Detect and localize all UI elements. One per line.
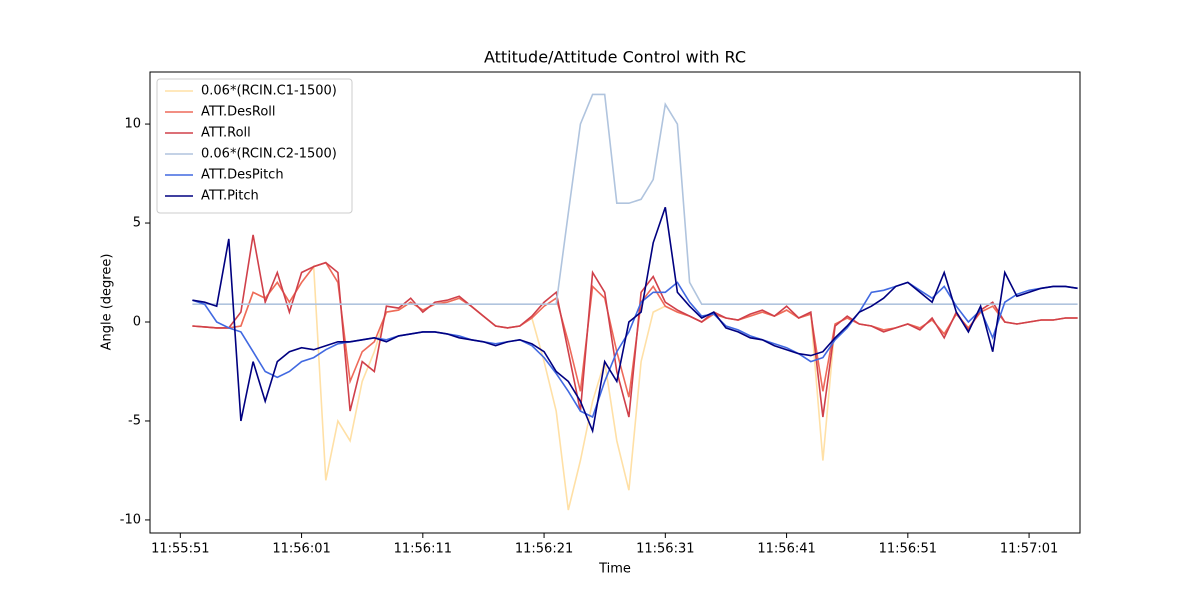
x-tick-label: 11:55:51 <box>151 542 209 557</box>
legend-label: 0.06*(RCIN.C2-1500) <box>201 147 337 162</box>
legend-label: ATT.DesPitch <box>201 168 284 183</box>
y-tick-label: 5 <box>133 216 141 231</box>
x-tick-label: 11:56:21 <box>515 542 573 557</box>
plot-frame <box>149 71 1081 534</box>
y-axis-label: Angle (degree) <box>100 254 115 351</box>
y-tick-label: -10 <box>120 512 141 527</box>
x-tick-label: 11:57:01 <box>1000 542 1058 557</box>
legend-box <box>156 78 353 214</box>
legend-label: ATT.Roll <box>201 126 251 141</box>
legend-label: ATT.DesRoll <box>201 105 276 120</box>
series-line <box>192 206 1078 434</box>
x-tick-label: 11:56:41 <box>757 542 815 557</box>
y-tick-label: 0 <box>133 314 141 329</box>
legend-label: ATT.Pitch <box>201 189 259 204</box>
x-tick-label: 11:56:51 <box>879 542 937 557</box>
legend-label: 0.06*(RCIN.C1-1500) <box>201 84 337 99</box>
x-tick-label: 11:56:01 <box>272 542 330 557</box>
series-line <box>192 93 1078 305</box>
series-line <box>192 261 1078 398</box>
series-line <box>192 234 1078 418</box>
chart-title: Attitude/Attitude Control with RC <box>484 48 746 67</box>
x-tick-label: 11:56:11 <box>394 542 452 557</box>
x-tick-label: 11:56:31 <box>636 542 694 557</box>
series-line <box>192 264 1078 511</box>
x-axis-label: Time <box>598 562 631 577</box>
y-tick-label: -5 <box>128 413 141 428</box>
y-tick-label: 10 <box>124 117 141 132</box>
